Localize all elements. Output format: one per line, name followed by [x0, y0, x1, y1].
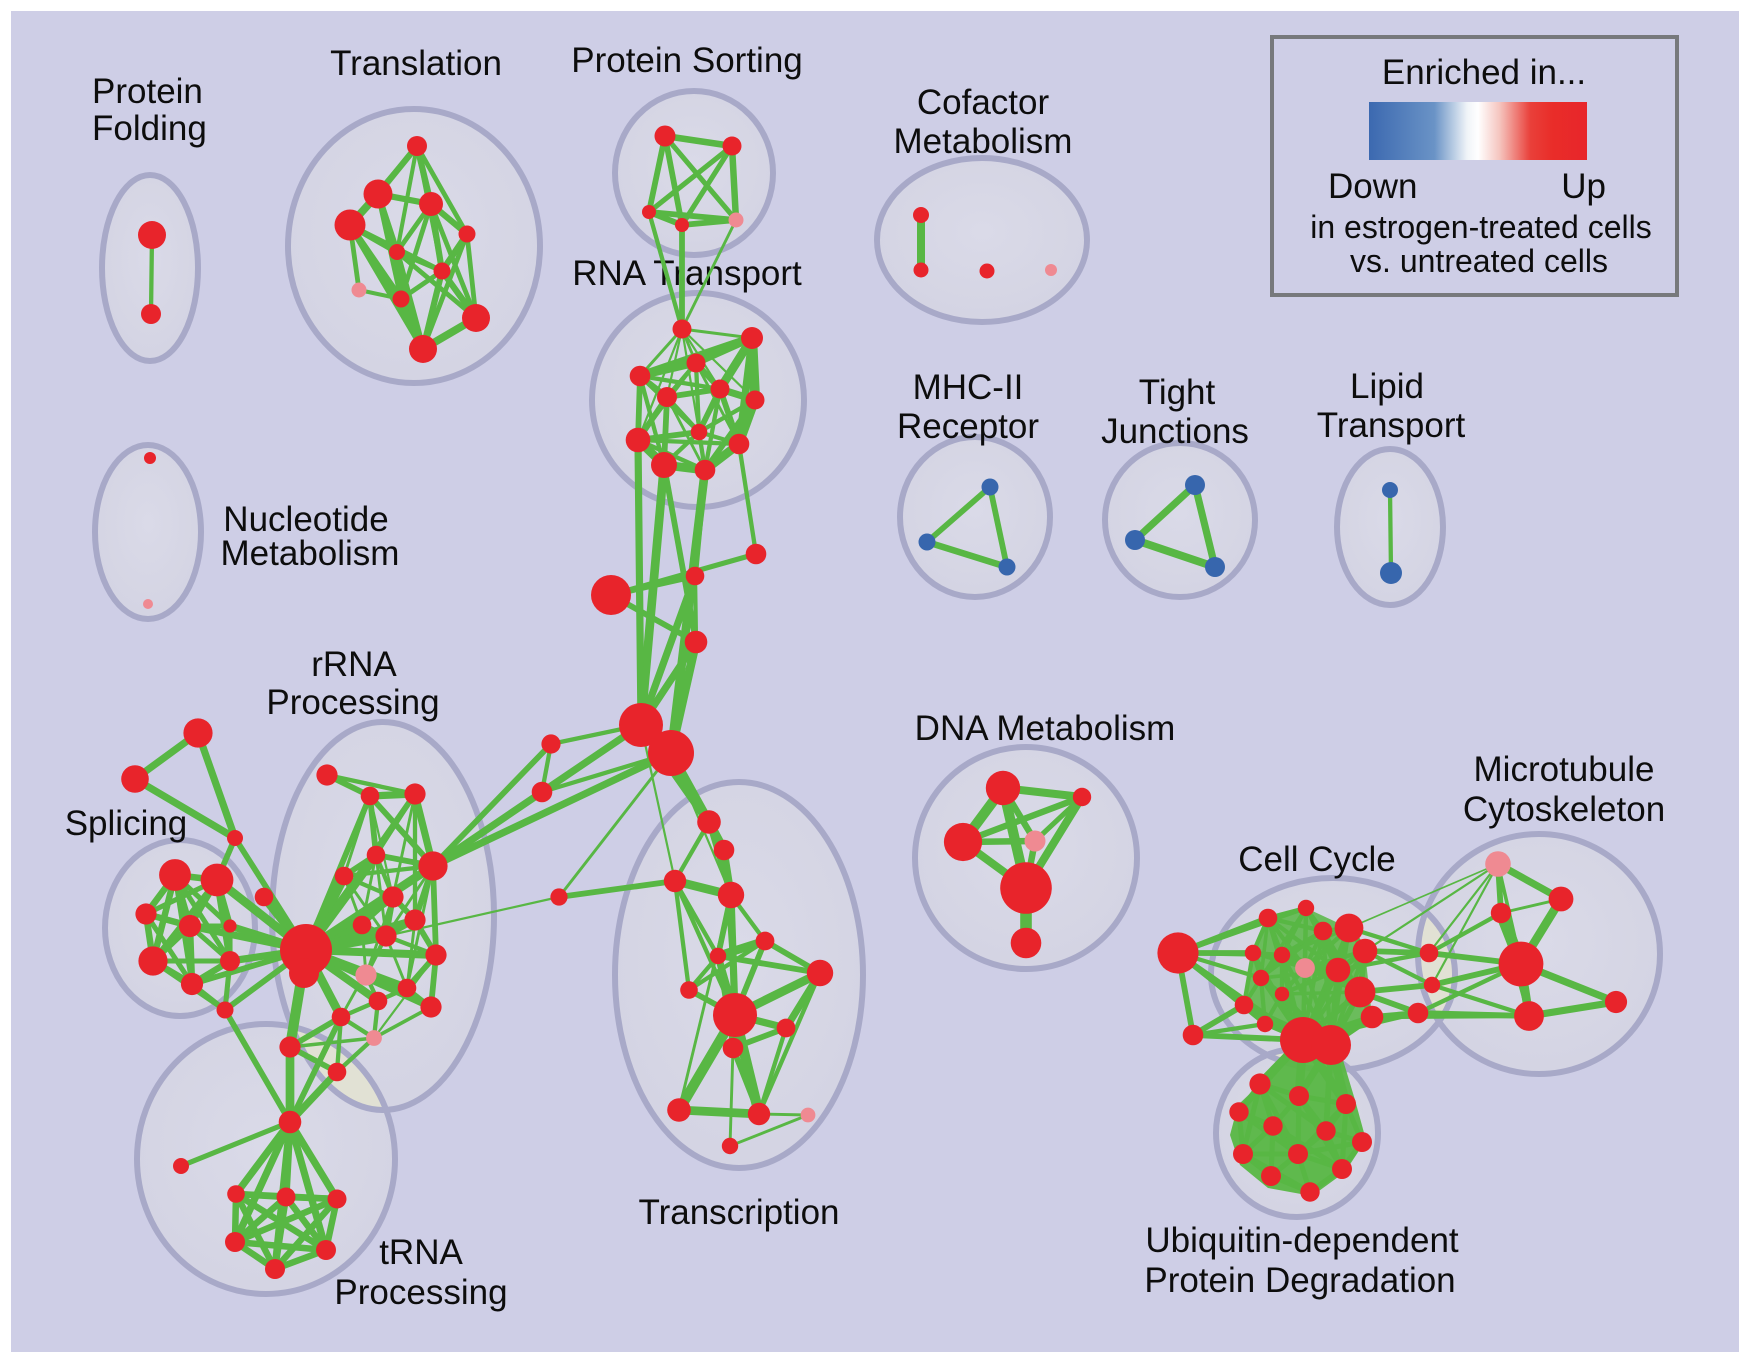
svg-text:Microtubule: Microtubule: [1474, 750, 1655, 789]
svg-text:in estrogen-treated cells: in estrogen-treated cells: [1310, 209, 1652, 245]
svg-text:tRNA: tRNA: [379, 1233, 463, 1272]
svg-text:rRNA: rRNA: [311, 645, 397, 684]
svg-text:Nucleotide: Nucleotide: [223, 500, 388, 539]
svg-text:Ubiquitin-dependent: Ubiquitin-dependent: [1145, 1221, 1459, 1260]
svg-text:Processing: Processing: [266, 683, 439, 722]
svg-text:Down: Down: [1328, 167, 1417, 206]
svg-text:Translation: Translation: [330, 44, 502, 83]
svg-text:Transcription: Transcription: [639, 1193, 840, 1232]
svg-text:Metabolism: Metabolism: [221, 534, 400, 573]
svg-text:RNA Transport: RNA Transport: [572, 254, 802, 293]
svg-text:Cytoskeleton: Cytoskeleton: [1463, 790, 1665, 829]
svg-text:Tight: Tight: [1139, 373, 1216, 412]
svg-text:Metabolism: Metabolism: [894, 122, 1073, 161]
svg-text:Enriched in...: Enriched in...: [1382, 53, 1586, 92]
svg-text:Protein Degradation: Protein Degradation: [1144, 1261, 1455, 1300]
svg-text:Up: Up: [1561, 167, 1606, 206]
svg-text:vs. untreated cells: vs. untreated cells: [1350, 243, 1608, 279]
svg-text:Receptor: Receptor: [897, 407, 1039, 446]
svg-text:Folding: Folding: [92, 109, 207, 148]
svg-text:Transport: Transport: [1317, 406, 1466, 445]
svg-text:Splicing: Splicing: [65, 804, 188, 843]
svg-text:DNA Metabolism: DNA Metabolism: [915, 709, 1176, 748]
svg-text:Lipid: Lipid: [1350, 367, 1424, 406]
svg-text:Protein Sorting: Protein Sorting: [571, 41, 803, 80]
svg-text:Cell Cycle: Cell Cycle: [1238, 840, 1396, 879]
svg-text:Junctions: Junctions: [1101, 412, 1249, 451]
svg-text:Protein: Protein: [92, 72, 203, 111]
svg-text:Cofactor: Cofactor: [917, 83, 1050, 122]
svg-text:MHC-II: MHC-II: [913, 368, 1024, 407]
svg-text:Processing: Processing: [334, 1273, 507, 1312]
